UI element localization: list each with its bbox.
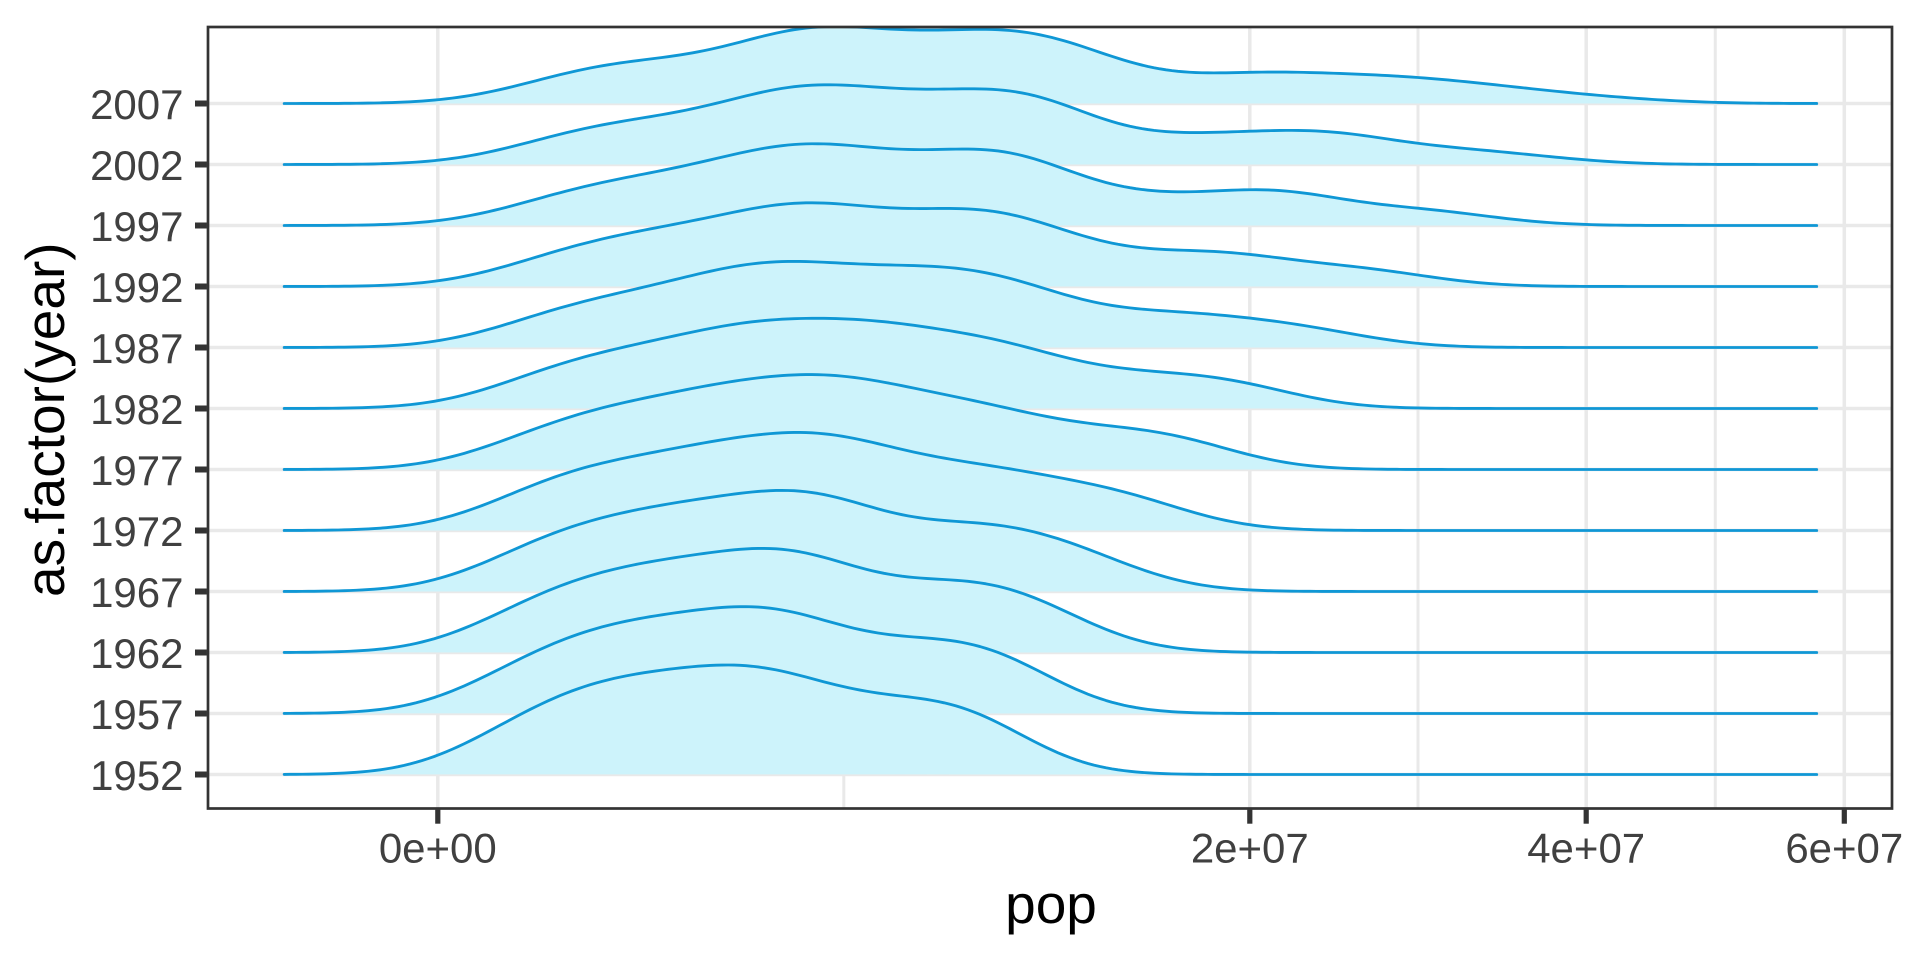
- svg-text:1992: 1992: [90, 264, 183, 311]
- svg-text:1962: 1962: [90, 630, 183, 677]
- svg-text:2e+07: 2e+07: [1191, 825, 1309, 872]
- svg-text:1967: 1967: [90, 569, 183, 616]
- svg-text:2002: 2002: [90, 142, 183, 189]
- svg-text:1997: 1997: [90, 203, 183, 250]
- svg-text:1977: 1977: [90, 447, 183, 494]
- svg-text:6e+07: 6e+07: [1785, 825, 1903, 872]
- svg-text:as.factor(year): as.factor(year): [14, 242, 76, 597]
- svg-text:1982: 1982: [90, 386, 183, 433]
- svg-text:2007: 2007: [90, 81, 183, 128]
- svg-text:0e+00: 0e+00: [379, 825, 497, 872]
- svg-text:1987: 1987: [90, 325, 183, 372]
- svg-text:4e+07: 4e+07: [1527, 825, 1645, 872]
- svg-text:1952: 1952: [90, 752, 183, 799]
- svg-text:1957: 1957: [90, 691, 183, 738]
- svg-text:pop: pop: [1005, 873, 1097, 935]
- svg-text:1972: 1972: [90, 508, 183, 555]
